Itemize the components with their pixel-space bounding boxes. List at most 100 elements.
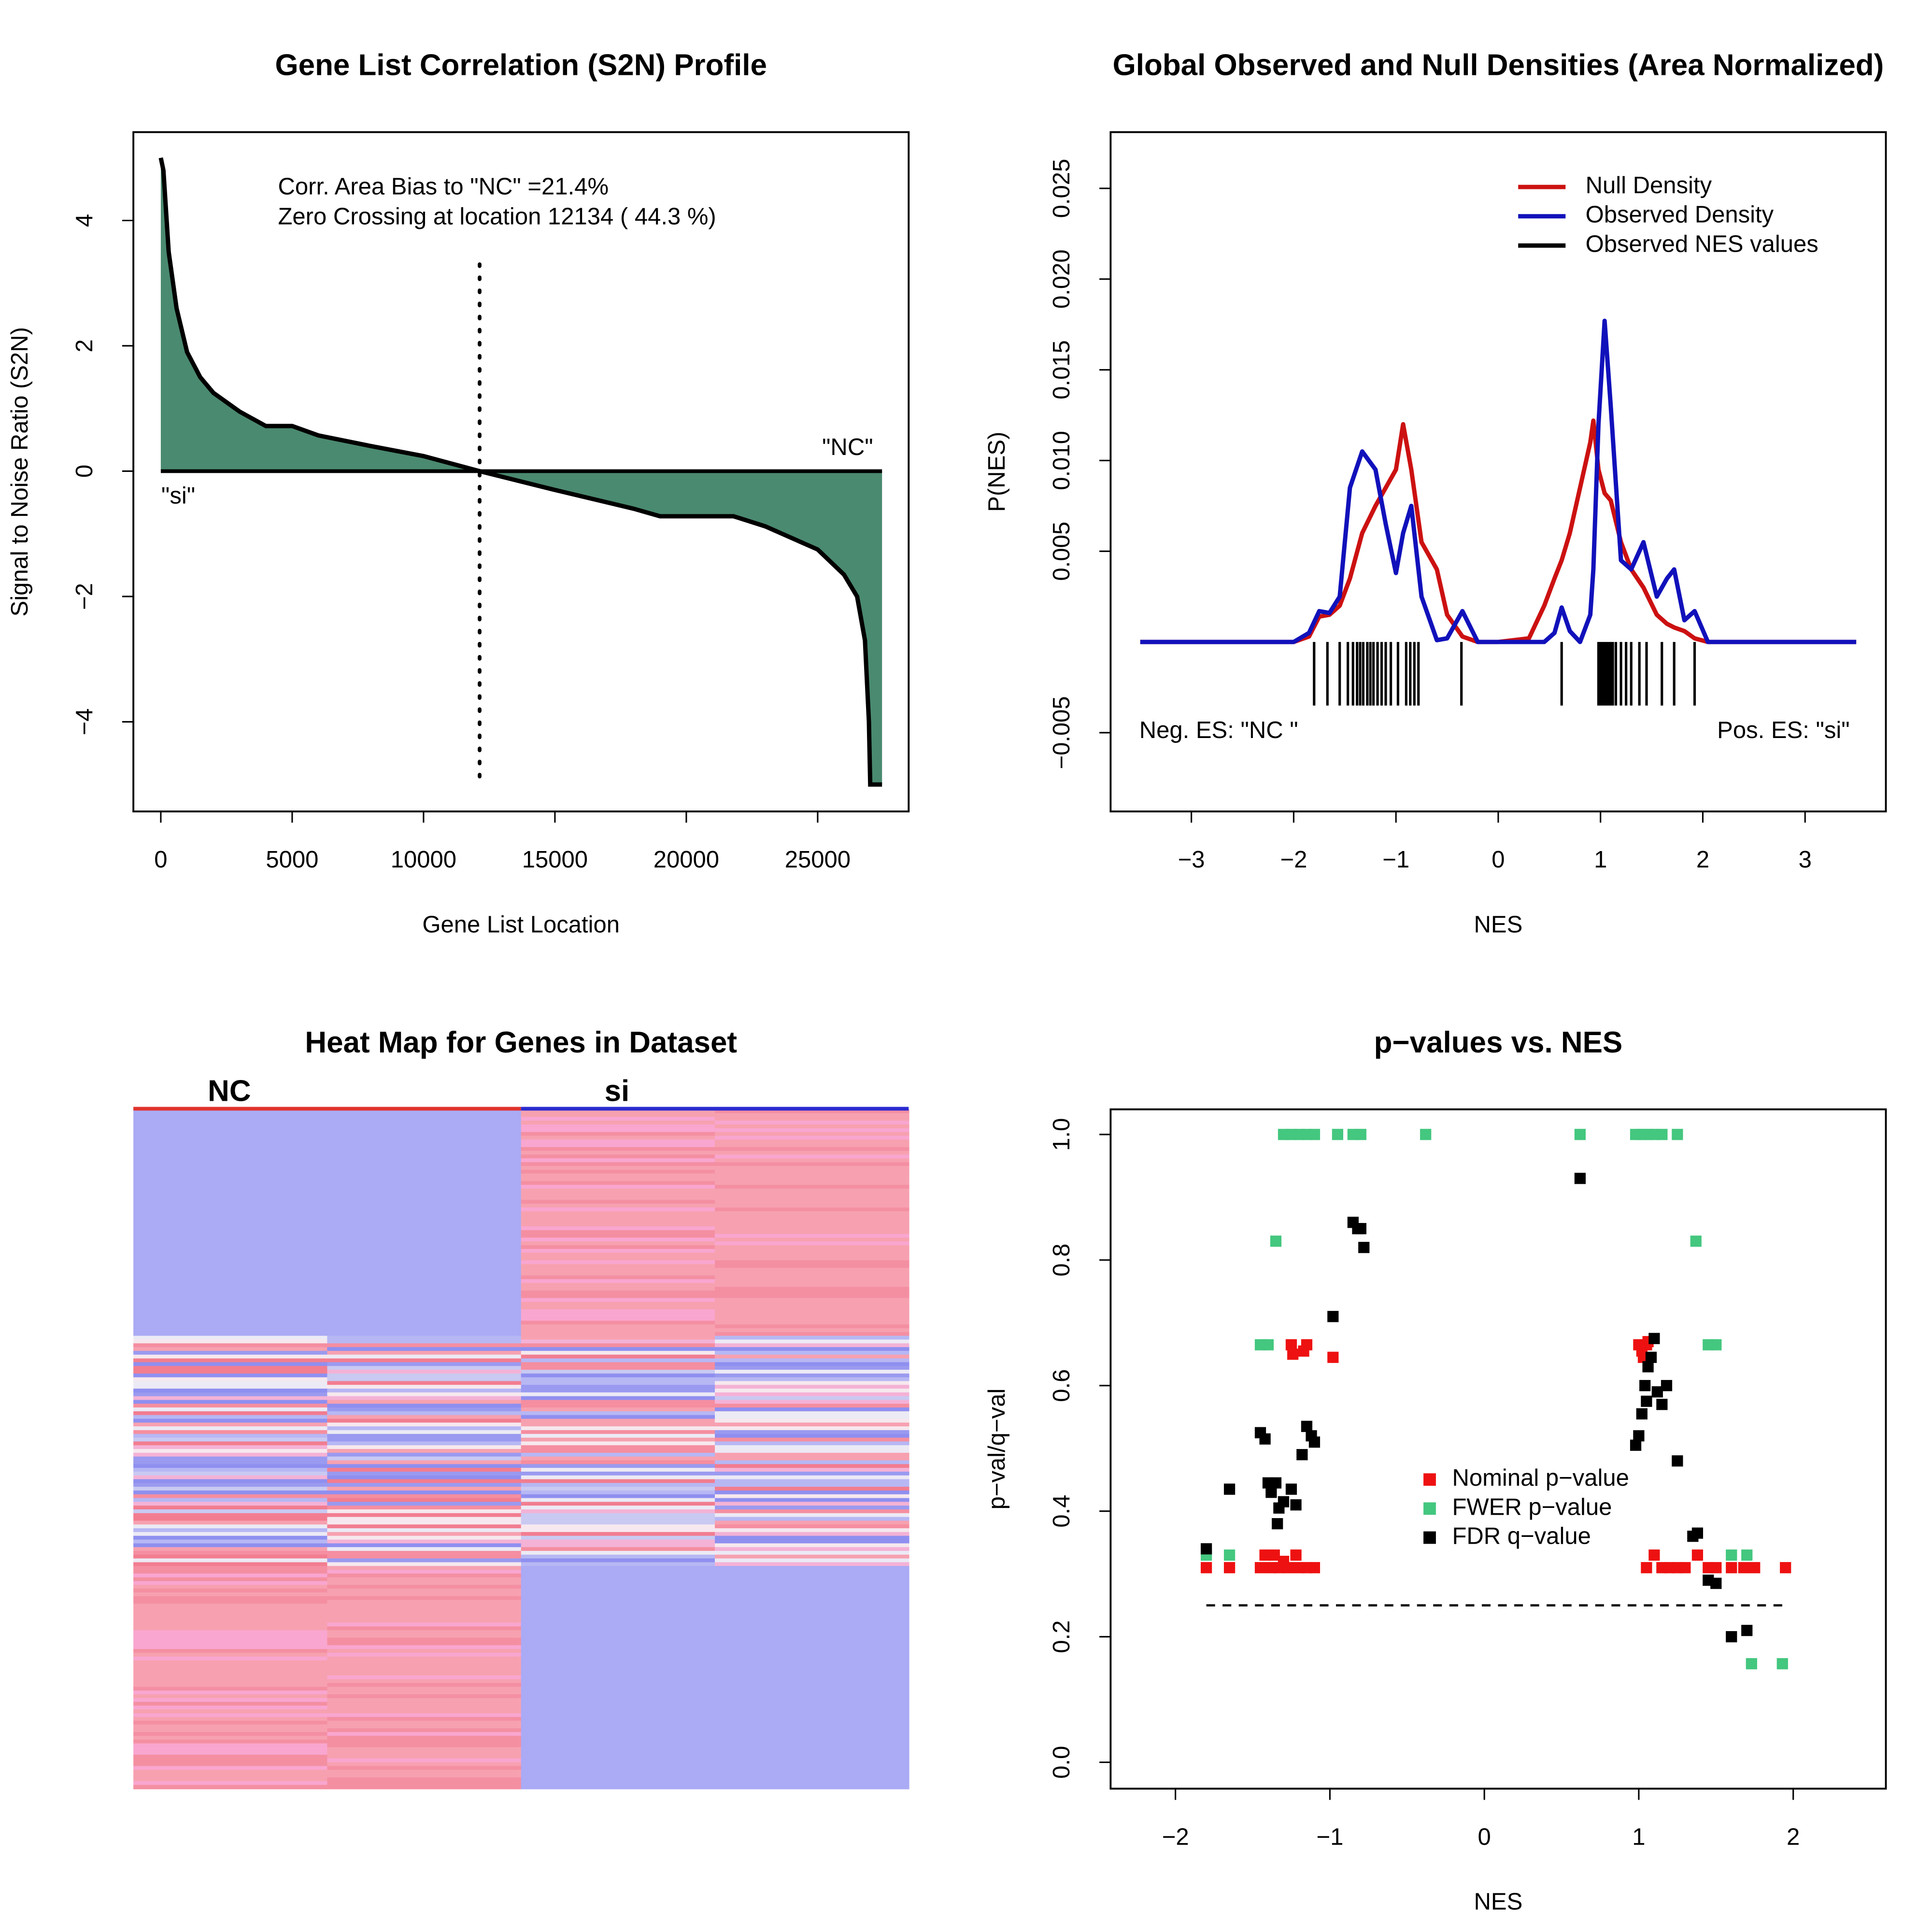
heatmap-cell [327, 1622, 522, 1627]
heatmap-cell [521, 1577, 716, 1582]
heatmap-cell [521, 1275, 716, 1280]
heatmap-cell [715, 1705, 909, 1710]
heatmap-cell [327, 1490, 522, 1495]
x-tick-label: 1 [1594, 847, 1607, 873]
heatmap-cell [521, 1528, 716, 1533]
heatmap-cell [715, 1690, 909, 1695]
heatmap-cell [327, 1354, 522, 1359]
heatmap-cell [715, 1758, 909, 1763]
heatmap-cell [715, 1452, 909, 1457]
x-tick-label: 0 [154, 847, 167, 873]
x-tick-label: −1 [1316, 1824, 1343, 1850]
heatmap-cell [521, 1226, 716, 1231]
point [1639, 1380, 1651, 1392]
heatmap-cell [521, 1128, 716, 1133]
heatmap-cell [133, 1709, 328, 1714]
heatmap-cell [133, 1566, 328, 1571]
heatmap-cell [715, 1773, 909, 1778]
heatmap-cell [521, 1766, 716, 1771]
annotation: Zero Crossing at location 12134 ( 44.3 %… [278, 204, 716, 230]
heatmap-cell [327, 1672, 522, 1676]
heatmap-cell [521, 1532, 716, 1537]
heatmap-cell [715, 1354, 909, 1359]
point [1270, 1236, 1282, 1247]
heatmap-cell [133, 1256, 328, 1261]
heatmap-cell [715, 1192, 909, 1197]
heatmap-cell [521, 1211, 716, 1216]
heatmap-cell [133, 1483, 328, 1488]
annotation: Corr. Area Bias to "NC" =21.4% [278, 174, 609, 200]
heatmap-cell [521, 1388, 716, 1393]
y-tick-label: 0.4 [1049, 1495, 1075, 1528]
heatmap-cell [715, 1604, 909, 1608]
heatmap-cell [521, 1335, 716, 1340]
heatmap-cell [327, 1366, 522, 1371]
heatmap-cell [327, 1641, 522, 1646]
point [1223, 1549, 1236, 1561]
heatmap-cell [133, 1373, 328, 1378]
heatmap-cell [327, 1520, 522, 1525]
heatmap-cell [327, 1241, 522, 1246]
heatmap-cell [715, 1271, 909, 1276]
heatmap-cell [133, 1219, 328, 1223]
heatmap-cell [327, 1113, 522, 1118]
heatmap-cell [521, 1641, 716, 1646]
heatmap-cell [327, 1509, 522, 1514]
heatmap-cell [521, 1543, 716, 1548]
point [1656, 1129, 1668, 1140]
heatmap-cell [715, 1683, 909, 1688]
x-tick-label: −1 [1382, 847, 1409, 873]
x-tick-label: −2 [1280, 847, 1307, 873]
heatmap-cell [327, 1683, 522, 1688]
heatmap-cell [133, 1554, 328, 1559]
point [1308, 1436, 1321, 1448]
heatmap-cell [715, 1619, 909, 1623]
heatmap-cell [133, 1207, 328, 1212]
heatmap-cell [327, 1294, 522, 1299]
heatmap-cell [715, 1754, 909, 1760]
heatmap-cell [133, 1234, 328, 1238]
heatmap-cell [133, 1751, 328, 1756]
heatmap-cell [521, 1652, 716, 1658]
heatmap-cell [715, 1520, 909, 1525]
heatmap-cell [133, 1785, 328, 1790]
heatmap-cell [327, 1287, 522, 1292]
heatmap-cell [327, 1124, 522, 1129]
heatmap-cell [521, 1445, 716, 1450]
heatmap-cell [327, 1566, 522, 1571]
heatmap-cell [327, 1487, 522, 1492]
group-label: si [605, 1075, 630, 1108]
heatmap-cell [133, 1471, 328, 1476]
point [1327, 1351, 1339, 1363]
heatmap-cell [133, 1619, 328, 1623]
heatmap-cell [521, 1290, 716, 1295]
heatmap-cell [133, 1332, 328, 1336]
heatmap-cell [327, 1754, 522, 1760]
heatmap-cell [327, 1437, 522, 1442]
heatmap-cell [715, 1535, 909, 1540]
heatmap-cell [327, 1506, 522, 1510]
heatmap-cell [715, 1124, 909, 1129]
heatmap-cell [327, 1652, 522, 1658]
point [1223, 1483, 1236, 1495]
heatmap-cell [327, 1434, 522, 1438]
heatmap-cell [133, 1509, 328, 1514]
heatmap-cell [327, 1192, 522, 1197]
heatmap-cell [327, 1770, 522, 1775]
heatmap-cell [715, 1728, 909, 1733]
heatmap-cell [521, 1313, 716, 1318]
heatmap-cell [133, 1241, 328, 1246]
point [1355, 1223, 1366, 1235]
heatmap-cell [327, 1358, 522, 1363]
point [1642, 1361, 1654, 1373]
heatmap-cell [327, 1154, 522, 1159]
y-tick-label: 0 [71, 465, 98, 478]
heatmap-cell [133, 1290, 328, 1295]
legend-label: Null Density [1586, 172, 1712, 199]
heatmap-cell [715, 1637, 909, 1642]
heatmap-cell [521, 1124, 716, 1129]
density-line [1140, 318, 1857, 644]
heatmap-cell [133, 1362, 328, 1367]
heatmap-cell [133, 1604, 328, 1608]
heatmap-cell [521, 1343, 716, 1348]
